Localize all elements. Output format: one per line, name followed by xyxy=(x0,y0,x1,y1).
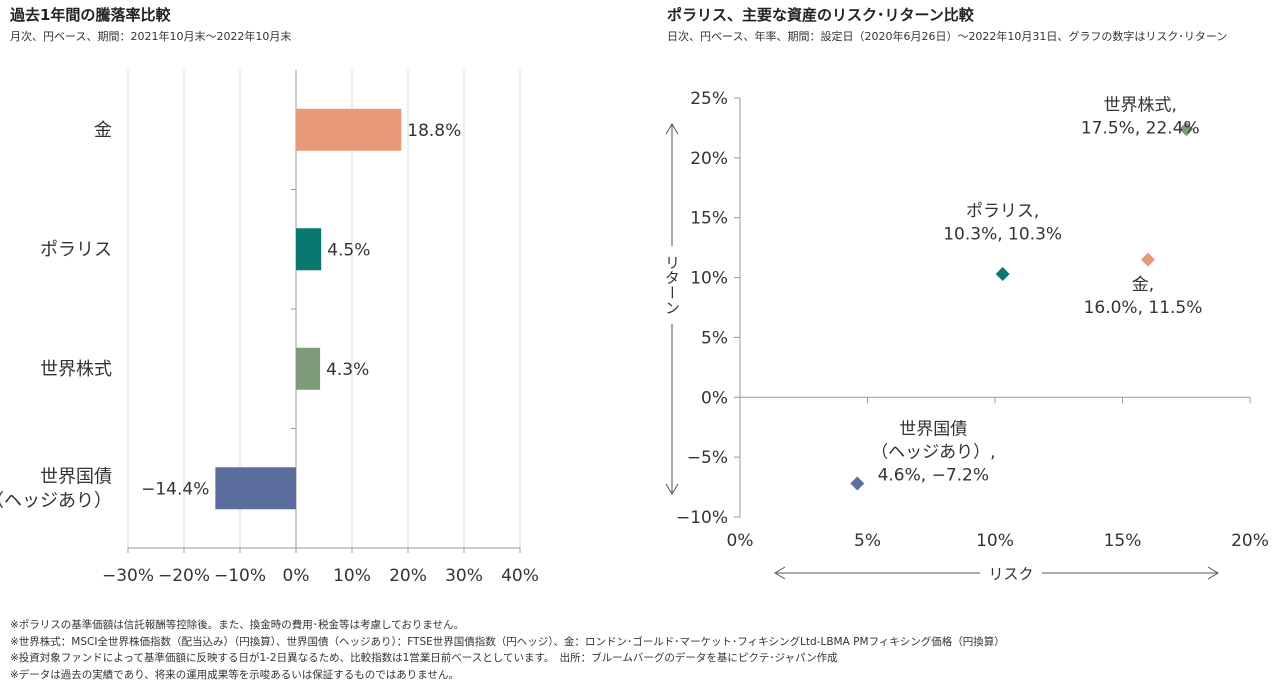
y-tick-label: 15% xyxy=(690,209,728,229)
data-point xyxy=(1141,252,1155,267)
footnote: ※ポラリスの基準価額は信託報酬等控除後。また、換金時の費用･税金等は考慮しており… xyxy=(10,619,465,631)
category-label: （ヘッジあり） xyxy=(0,490,112,511)
data-label: 18.8% xyxy=(407,121,461,141)
x-tick-label: 0% xyxy=(727,531,754,551)
bar xyxy=(296,108,402,151)
y-tick-label: 20% xyxy=(690,149,728,169)
footnote: ※投資対象ファンドによって基準価額に反映する日が1-2日異なるため、比較指数は1… xyxy=(10,652,838,664)
category-label: 世界株式 xyxy=(40,359,112,380)
data-point xyxy=(995,266,1010,281)
x-tick-label: −10% xyxy=(214,566,266,586)
x-axis-label-backdrop xyxy=(980,561,1042,585)
data-point-label: 16.0%, 11.5% xyxy=(1084,298,1203,318)
data-point-label: （ヘッジあり）, xyxy=(871,442,995,462)
y-axis-label-backdrop xyxy=(660,246,684,324)
data-point-label: 10.3%, 10.3% xyxy=(943,224,1062,244)
y-axis-label: リターン xyxy=(663,255,681,315)
right-arrow-icon xyxy=(1207,566,1219,580)
footnote: ※データは過去の実績であり、将来の運用成果等を示唆あるいは保証するものではありま… xyxy=(10,668,459,681)
bar xyxy=(296,228,322,271)
x-tick-label: −20% xyxy=(158,566,210,586)
data-point-label: 世界株式, xyxy=(1104,96,1177,116)
y-tick-label: 25% xyxy=(690,89,728,109)
data-label: 4.3% xyxy=(326,360,369,380)
data-label: −14.4% xyxy=(141,479,209,499)
y-tick-label: 5% xyxy=(701,328,728,348)
x-tick-label: 30% xyxy=(445,566,483,586)
data-point-label: 4.6%, −7.2% xyxy=(878,465,989,485)
bar-chart-title: 過去1年間の騰落率比較 xyxy=(10,6,171,24)
x-tick-label: 10% xyxy=(976,531,1014,551)
y-tick-label: −5% xyxy=(687,448,728,468)
scatter-chart-subtitle: 日次、円ベース、年率、期間：設定日（2020年6月26日）～2022年10月31… xyxy=(667,30,1228,43)
data-point-label: 世界国債 xyxy=(899,419,967,439)
x-tick-label: 20% xyxy=(1231,531,1269,551)
x-tick-label: 0% xyxy=(283,566,310,586)
data-point-label: 17.5%, 22.4% xyxy=(1081,119,1200,139)
x-tick-label: 5% xyxy=(854,531,881,551)
y-tick-label: −10% xyxy=(676,508,728,528)
footnote: ※世界株式：MSCI全世界株価指数（配当込み）（円換算）、世界国債（ヘッジあり）… xyxy=(10,635,1005,648)
category-label: 世界国債 xyxy=(40,466,112,487)
left-arrow-icon xyxy=(774,566,786,580)
category-label: ポラリス xyxy=(40,239,112,260)
x-tick-label: 15% xyxy=(1104,531,1142,551)
y-tick-label: 0% xyxy=(701,388,728,408)
x-axis-label: リスク xyxy=(988,565,1033,583)
x-tick-label: 20% xyxy=(389,566,427,586)
data-label: 4.5% xyxy=(327,240,370,260)
x-tick-label: 40% xyxy=(501,566,539,586)
y-tick-label: 10% xyxy=(690,269,728,289)
bar xyxy=(296,347,321,390)
data-point-label: ポラリス, xyxy=(966,201,1039,221)
down-arrow-icon xyxy=(665,483,679,495)
up-arrow-icon xyxy=(665,123,679,135)
x-tick-label: −30% xyxy=(102,566,154,586)
bar-chart: −30% −20% −10% 0% 10% 20% 30% 40% 18.8% 金 4.5% ポラリス… xyxy=(0,70,539,586)
data-point xyxy=(1179,122,1194,137)
footnotes: ※ポラリスの基準価額は信託報酬等控除後。また、換金時の費用･税金等は考慮しており… xyxy=(10,617,1005,683)
scatter-chart: −10% −5% 0% 5% 10% 15% 20% 25% 0% 5% 10% 15% 20% リスク リ… xyxy=(660,89,1269,585)
bar-chart-subtitle: 月次、円ベース、期間：2021年10月末～2022年10月末 xyxy=(10,30,292,43)
data-point-label: 金, xyxy=(1132,275,1154,295)
bar xyxy=(215,467,296,510)
scatter-chart-title: ポラリス、主要な資産のリスク･リターン比較 xyxy=(667,6,974,24)
category-label: 金 xyxy=(94,120,112,141)
data-point xyxy=(850,476,865,491)
x-tick-label: 10% xyxy=(333,566,371,586)
